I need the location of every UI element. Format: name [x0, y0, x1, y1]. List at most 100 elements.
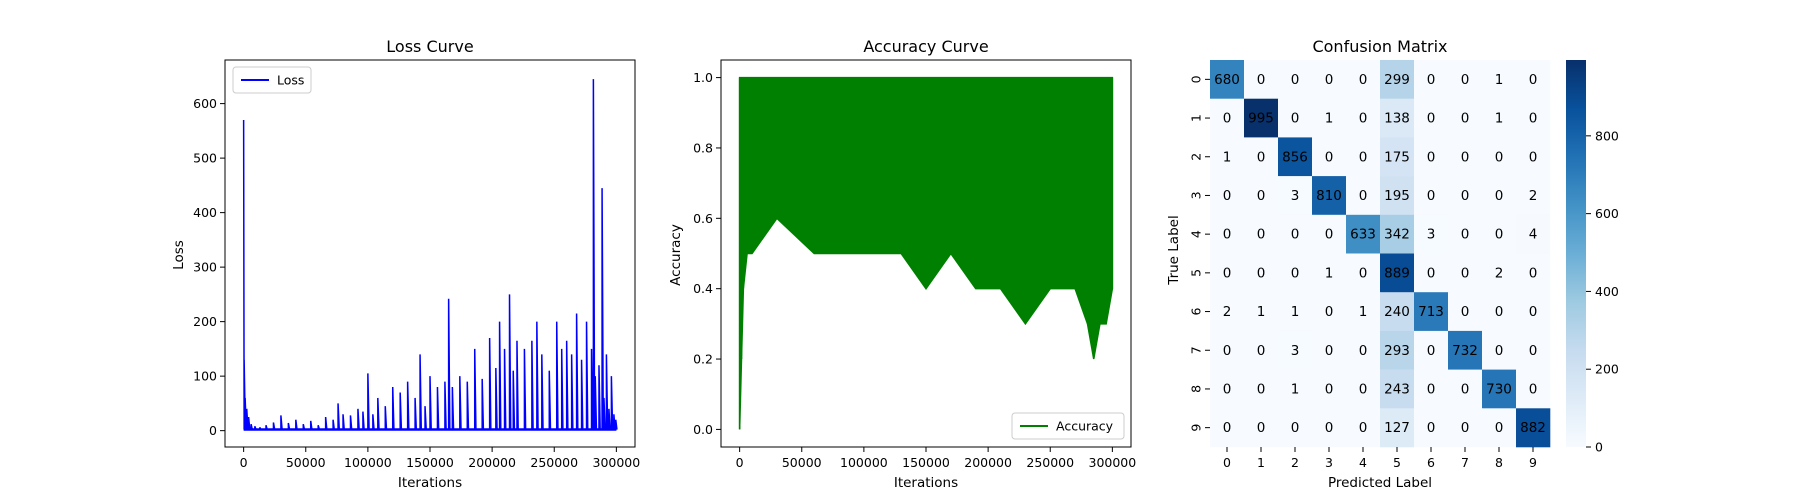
matrix-cell	[1414, 292, 1449, 332]
matrix-cell	[1516, 292, 1551, 332]
matrix-cell-value: 1	[1495, 72, 1504, 88]
matrix-cell-value: 1	[1257, 304, 1266, 320]
matrix-cell-value: 0	[1359, 381, 1368, 397]
matrix-cell-value: 0	[1461, 265, 1470, 281]
matrix-cell	[1210, 214, 1245, 254]
matrix-cell	[1448, 98, 1483, 138]
matrix-cell-value: 732	[1452, 343, 1478, 359]
matrix-cell	[1380, 330, 1415, 370]
loss-legend-label: Loss	[277, 73, 304, 88]
matrix-cell-value: 1	[1291, 381, 1300, 397]
matrix-cell	[1414, 98, 1449, 138]
accuracy-x-tick-label: 50000	[782, 455, 822, 470]
confusion-x-tick-label: 0	[1223, 455, 1231, 470]
matrix-cell-value: 0	[1359, 72, 1368, 88]
matrix-cell	[1244, 176, 1279, 216]
matrix-cell	[1448, 214, 1483, 254]
matrix-cell-value: 0	[1223, 227, 1232, 243]
matrix-cell-value: 713	[1418, 304, 1444, 320]
matrix-cell-value: 0	[1325, 420, 1334, 436]
matrix-cell	[1210, 253, 1245, 293]
confusion-x-tick-label: 8	[1495, 455, 1503, 470]
matrix-cell-value: 0	[1359, 343, 1368, 359]
matrix-cell	[1380, 253, 1415, 293]
confusion-y-tick-label: 1	[1189, 114, 1204, 122]
matrix-cell	[1380, 60, 1415, 99]
matrix-cell-value: 299	[1384, 72, 1410, 88]
matrix-cell-value: 0	[1223, 381, 1232, 397]
matrix-cell-value: 3	[1427, 227, 1436, 243]
matrix-cell	[1448, 176, 1483, 216]
matrix-cell	[1482, 330, 1517, 370]
matrix-cell	[1278, 253, 1313, 293]
matrix-cell	[1312, 330, 1347, 370]
matrix-cell-value: 138	[1384, 111, 1410, 127]
matrix-cell-value: 342	[1384, 227, 1410, 243]
accuracy-y-tick-label: 0.2	[693, 352, 713, 367]
matrix-cell-value: 2	[1223, 304, 1232, 320]
matrix-cell	[1312, 369, 1347, 409]
confusion-colorbar: 0 200 400 600 800	[1566, 60, 1619, 455]
loss-x-tick-label: 150000	[406, 455, 454, 470]
confusion-x-tick-label: 6	[1427, 455, 1435, 470]
matrix-cell	[1482, 292, 1517, 332]
matrix-cell	[1448, 369, 1483, 409]
confusion-x-tick-label: 7	[1461, 455, 1469, 470]
loss-series-line	[242, 79, 618, 431]
matrix-cell-value: 2	[1495, 265, 1504, 281]
matrix-cell	[1244, 214, 1279, 254]
matrix-cell-value: 0	[1359, 149, 1368, 165]
matrix-cell-value: 0	[1223, 188, 1232, 204]
confusion-y-tick-label: 5	[1189, 269, 1204, 277]
matrix-cell	[1346, 369, 1381, 409]
matrix-cell-value: 0	[1461, 381, 1470, 397]
matrix-cell	[1482, 369, 1517, 409]
matrix-cell	[1482, 408, 1517, 448]
matrix-cell-value: 0	[1427, 149, 1436, 165]
matrix-cell	[1414, 137, 1449, 177]
matrix-cell-value: 0	[1291, 227, 1300, 243]
accuracy-y-tick-label: 0.8	[693, 140, 713, 155]
matrix-cell	[1244, 98, 1279, 138]
matrix-cell-value: 0	[1257, 381, 1266, 397]
matrix-cell	[1482, 137, 1517, 177]
loss-x-axis-label: Iterations	[398, 475, 462, 491]
matrix-cell	[1516, 60, 1551, 99]
matrix-cell	[1448, 292, 1483, 332]
matrix-cell-value: 0	[1427, 111, 1436, 127]
matrix-cell	[1380, 176, 1415, 216]
confusion-y-tick-label: 2	[1189, 153, 1204, 161]
matrix-cell	[1210, 98, 1245, 138]
matrix-cell	[1346, 214, 1381, 254]
matrix-cell-value: 0	[1257, 343, 1266, 359]
matrix-cell	[1312, 253, 1347, 293]
matrix-cell-value: 1	[1359, 304, 1368, 320]
loss-y-tick-label: 0	[209, 423, 217, 438]
confusion-matrix-title: Confusion Matrix	[1312, 37, 1447, 56]
matrix-cell	[1210, 292, 1245, 332]
loss-y-tick-label: 200	[193, 314, 217, 329]
loss-x-tick-label: 0	[240, 455, 248, 470]
matrix-cell-value: 1	[1495, 111, 1504, 127]
matrix-cell-value: 0	[1325, 304, 1334, 320]
matrix-cell	[1210, 408, 1245, 448]
matrix-cell-value: 0	[1223, 265, 1232, 281]
matrix-cell-value: 882	[1520, 420, 1546, 436]
matrix-cell-value: 680	[1214, 72, 1240, 88]
matrix-cell-value: 243	[1384, 381, 1410, 397]
matrix-cell-value: 0	[1257, 420, 1266, 436]
accuracy-y-axis-label: Accuracy	[668, 224, 684, 286]
matrix-cell-value: 889	[1384, 265, 1410, 281]
matrix-cell-value: 0	[1291, 72, 1300, 88]
confusion-x-tick-label: 5	[1393, 455, 1401, 470]
loss-y-tick-label: 100	[193, 369, 217, 384]
loss-y-tick-label: 500	[193, 151, 217, 166]
matrix-cell-value: 0	[1257, 265, 1266, 281]
matrix-cell-value: 0	[1529, 72, 1538, 88]
matrix-cell	[1482, 253, 1517, 293]
matrix-cell-value: 856	[1282, 149, 1308, 165]
loss-x-tick-label: 250000	[530, 455, 578, 470]
matrix-cell-value: 0	[1325, 343, 1334, 359]
accuracy-x-tick-label: 0	[736, 455, 744, 470]
matrix-cell	[1278, 369, 1313, 409]
